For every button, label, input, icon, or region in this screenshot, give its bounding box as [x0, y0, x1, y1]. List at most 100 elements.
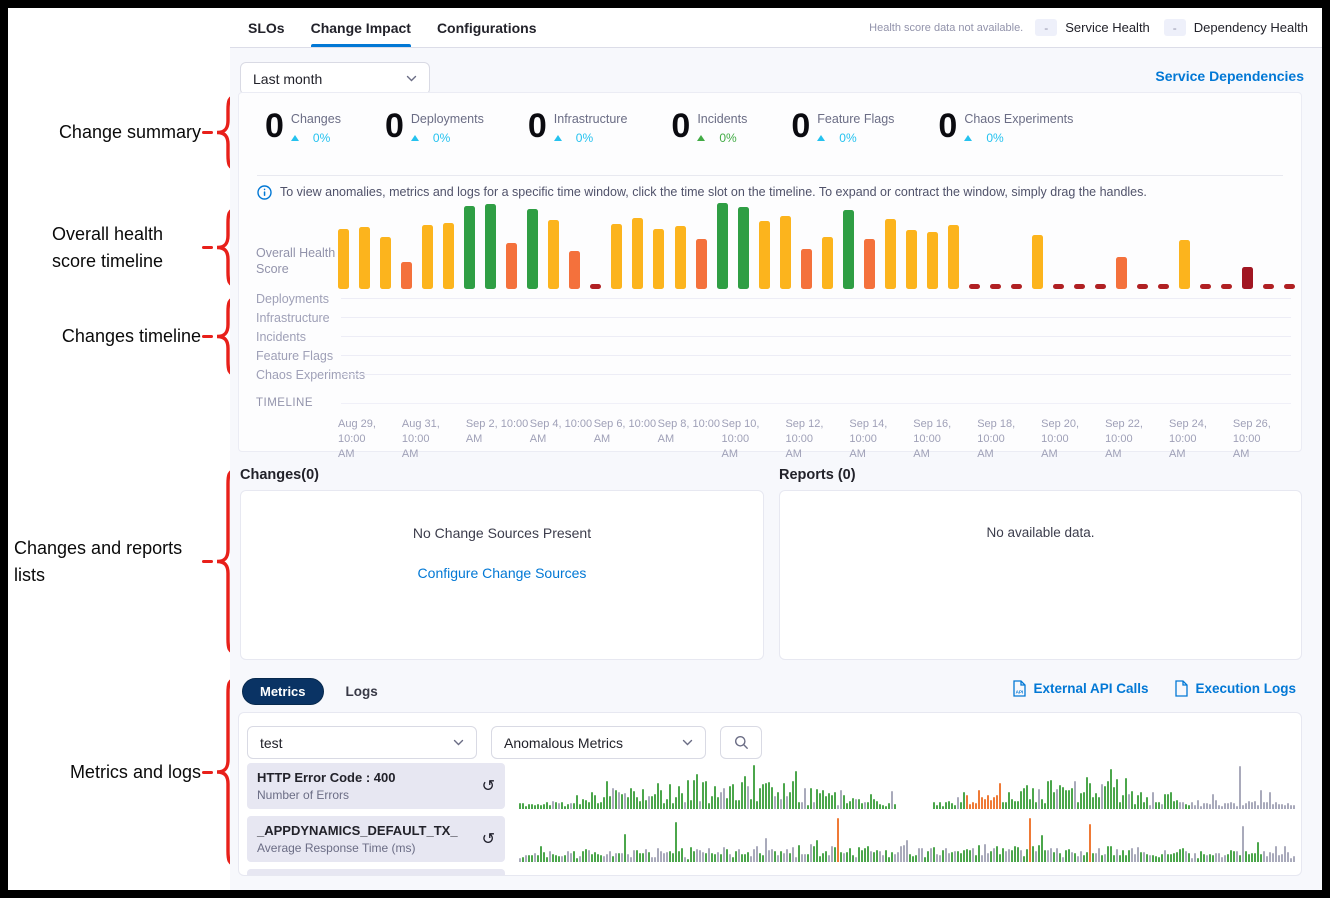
- health-score-time-slot[interactable]: [569, 251, 581, 289]
- spark-bar: [672, 853, 674, 862]
- metric-name-card[interactable]: _APPDYNAMICS_DEFAULT_TX_ Average Response…: [247, 816, 505, 862]
- spark-bar: [975, 855, 977, 862]
- spark-bar: [654, 794, 656, 809]
- link-label: Execution Logs: [1195, 681, 1296, 696]
- health-score-time-slot[interactable]: [1284, 284, 1296, 289]
- spark-bar: [1005, 802, 1007, 809]
- link-external-api-calls[interactable]: API External API Calls: [1012, 680, 1148, 697]
- spark-bar: [585, 849, 587, 862]
- health-score-time-slot[interactable]: [737, 207, 749, 289]
- changes-timeline-rows: Deployments Infrastructure Incidents Featur…: [239, 289, 1301, 384]
- spark-bar: [1149, 855, 1151, 862]
- health-score-time-slot[interactable]: [1263, 284, 1275, 289]
- search-button[interactable]: [720, 726, 762, 759]
- health-score-time-slot[interactable]: [443, 223, 455, 289]
- health-score-time-slot[interactable]: [905, 230, 917, 289]
- spark-bar: [1065, 850, 1067, 862]
- health-score-time-slot[interactable]: [1011, 284, 1022, 289]
- refresh-icon[interactable]: ↺: [481, 778, 495, 795]
- health-score-time-slot[interactable]: [989, 284, 1001, 289]
- link-execution-logs[interactable]: Execution Logs: [1174, 680, 1296, 697]
- change-impact-panel: 0 Changes 0% 0 Deployments 0% 0 Infrastructure 0…: [238, 92, 1302, 460]
- health-score-time-slot[interactable]: [422, 225, 434, 289]
- metric-name-card[interactable]: HTTP Error Code : 400 Number of Errors ↺: [247, 763, 505, 809]
- spark-bar: [669, 851, 671, 862]
- spark-bar: [1035, 802, 1037, 809]
- metric-name-card[interactable]: [247, 869, 505, 875]
- summary-percent: 0%: [575, 131, 594, 145]
- health-score-time-slot[interactable]: [632, 218, 644, 289]
- tab-configurations[interactable]: Configurations: [436, 19, 537, 36]
- spark-bar: [948, 853, 950, 862]
- health-score-time-slot[interactable]: [590, 284, 602, 289]
- spark-bar: [519, 858, 521, 862]
- health-score-time-slot[interactable]: [779, 216, 791, 289]
- tab-slos[interactable]: SLOs: [248, 19, 285, 36]
- spark-bar: [846, 803, 848, 809]
- tick-line2: AM: [593, 432, 611, 445]
- spark-bar: [987, 795, 989, 809]
- health-score-time-slot[interactable]: [1221, 284, 1233, 289]
- spark-bar: [786, 796, 788, 809]
- health-score-time-slot[interactable]: [674, 226, 686, 289]
- health-score-time-slot[interactable]: [653, 229, 665, 289]
- health-score-time-slot[interactable]: [611, 224, 623, 289]
- spark-bar: [1149, 805, 1151, 809]
- health-score-time-slot[interactable]: [947, 225, 959, 289]
- change-row-feature-flags: Feature Flags: [239, 346, 1301, 365]
- spark-bar: [717, 852, 719, 862]
- health-score-time-slot[interactable]: [1053, 284, 1065, 289]
- spark-bar: [549, 805, 551, 809]
- health-score-time-slot[interactable]: [1137, 284, 1149, 289]
- tab-change-impact[interactable]: Change Impact: [310, 8, 412, 47]
- health-score-time-slot[interactable]: [1200, 284, 1212, 289]
- health-score-time-slot[interactable]: [1158, 284, 1170, 289]
- metric-type-select[interactable]: Anomalous Metrics: [491, 726, 706, 759]
- spark-bar: [585, 800, 587, 809]
- health-score-time-slot[interactable]: [401, 262, 413, 289]
- service-filter-select[interactable]: test: [247, 726, 477, 759]
- health-score-time-slot[interactable]: [863, 239, 875, 289]
- health-score-time-slot[interactable]: [506, 243, 518, 289]
- health-score-time-slot[interactable]: [380, 237, 392, 289]
- brace-icon: [214, 94, 240, 171]
- health-score-time-slot[interactable]: [359, 227, 371, 289]
- spark-bar: [1080, 793, 1082, 809]
- spark-bar: [1278, 804, 1280, 809]
- refresh-icon[interactable]: ↺: [481, 831, 495, 848]
- health-score-time-slot[interactable]: [821, 237, 833, 289]
- health-score-time-slot[interactable]: [1242, 267, 1254, 289]
- health-score-time-slot[interactable]: [1095, 284, 1107, 289]
- health-score-time-slot[interactable]: [1074, 284, 1086, 289]
- spark-bar: [1230, 802, 1232, 809]
- health-score-time-slot[interactable]: [1179, 240, 1191, 289]
- spark-bar: [1131, 791, 1133, 809]
- health-score-time-slot[interactable]: [926, 232, 938, 289]
- health-score-time-slot[interactable]: [842, 210, 854, 289]
- spark-bar: [582, 851, 584, 862]
- health-score-time-slot[interactable]: [716, 203, 728, 289]
- health-score-time-slot[interactable]: [527, 209, 539, 289]
- tab-metrics[interactable]: Metrics: [242, 678, 324, 705]
- health-score-time-slot[interactable]: [1032, 235, 1044, 289]
- health-score-time-slot[interactable]: [800, 249, 812, 289]
- spark-bar: [609, 851, 611, 862]
- health-score-time-slot[interactable]: [884, 219, 896, 289]
- spark-bar: [852, 798, 854, 809]
- health-score-time-slot[interactable]: [338, 229, 349, 289]
- health-score-time-slot[interactable]: [695, 239, 707, 289]
- health-score-time-slot[interactable]: [548, 220, 560, 289]
- configure-change-sources-link[interactable]: Configure Change Sources: [417, 565, 587, 581]
- annotation-changes-timeline: Changes timeline: [14, 296, 240, 377]
- health-score-time-slot[interactable]: [968, 284, 980, 289]
- tab-logs[interactable]: Logs: [345, 684, 378, 699]
- health-score-time-slot[interactable]: [758, 221, 770, 289]
- service-dependencies-link[interactable]: Service Dependencies: [1155, 68, 1304, 84]
- health-score-time-slot[interactable]: [485, 204, 497, 289]
- spark-bar: [1113, 787, 1115, 809]
- health-score-time-slot[interactable]: [464, 206, 476, 289]
- health-score-time-slot[interactable]: [1116, 257, 1128, 289]
- time-range-select[interactable]: Last month: [240, 62, 430, 95]
- spark-bar: [948, 801, 950, 809]
- spark-bar: [1062, 857, 1064, 862]
